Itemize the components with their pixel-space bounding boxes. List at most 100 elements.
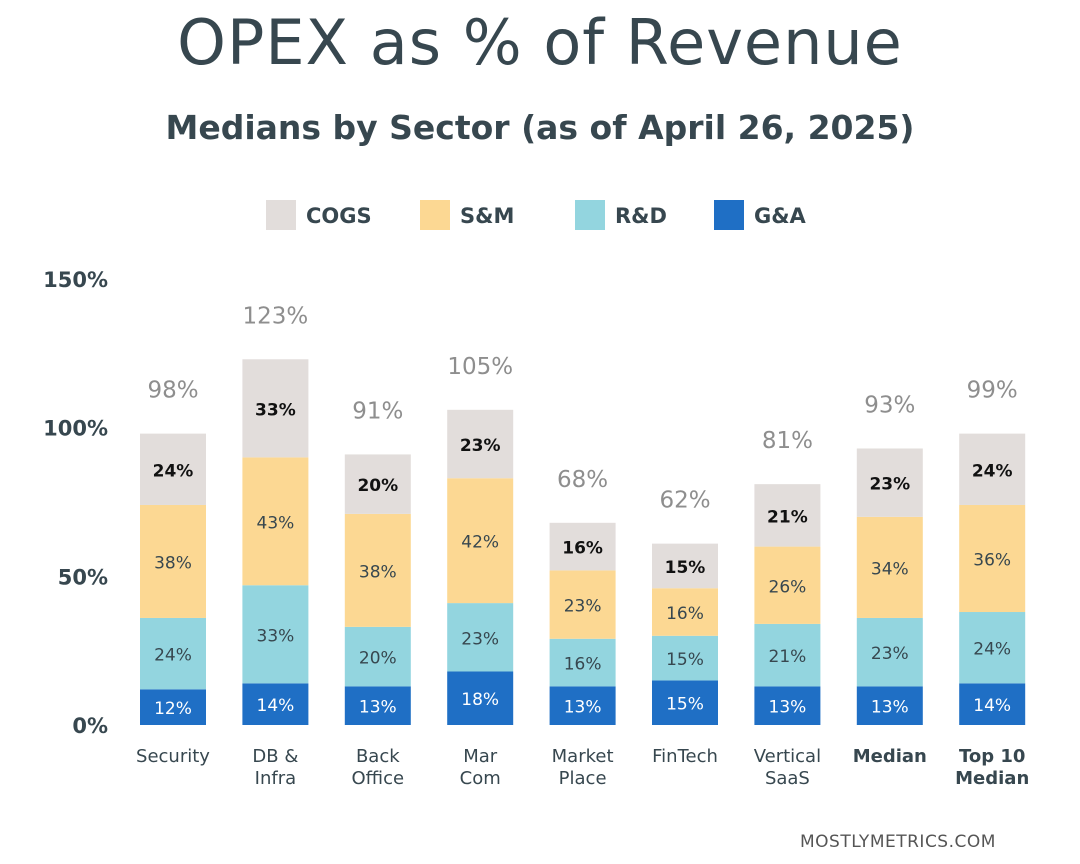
legend-swatch-3 <box>714 200 744 230</box>
bar-segment <box>549 638 616 687</box>
data-label: 34% <box>871 559 909 579</box>
data-label: 23% <box>564 597 602 617</box>
category-label: Median <box>955 768 1029 789</box>
category-label: Market <box>552 746 614 767</box>
y-tick-label: 0% <box>72 714 108 738</box>
bar-segment <box>856 448 923 517</box>
bar-segment <box>242 585 309 684</box>
bar-segment <box>242 457 309 586</box>
data-label: 12% <box>154 699 192 719</box>
total-label: 99% <box>967 378 1018 404</box>
legend-label-3: G&A <box>754 204 807 228</box>
bar-segment <box>344 513 411 627</box>
legend-swatch-1 <box>420 200 450 230</box>
data-label: 24% <box>154 646 192 666</box>
category-label: Back <box>356 746 400 767</box>
category-label: Security <box>136 746 210 767</box>
data-label: 14% <box>973 696 1011 716</box>
bar-segment <box>652 588 718 636</box>
bar-segment <box>754 686 821 725</box>
total-label: 105% <box>447 354 513 380</box>
bar-segment <box>959 612 1026 684</box>
category-label: Vertical <box>754 746 821 767</box>
bar-segment <box>652 680 718 725</box>
data-label: 21% <box>767 507 808 527</box>
bar-segment <box>652 635 718 681</box>
data-label: 13% <box>769 698 807 718</box>
category-label: Mar <box>463 746 498 767</box>
category-label: Place <box>559 768 607 789</box>
total-label: 98% <box>147 378 198 404</box>
data-label: 23% <box>869 475 910 495</box>
data-label: 26% <box>769 577 807 597</box>
bar-segment <box>652 543 718 589</box>
data-label: 15% <box>666 695 704 715</box>
legend-label-1: S&M <box>460 204 514 228</box>
legend-label-2: R&D <box>615 204 667 228</box>
data-label: 13% <box>359 698 397 718</box>
category-label: SaaS <box>765 768 810 789</box>
bar-segment <box>344 454 411 514</box>
y-tick-label: 50% <box>58 565 108 589</box>
bar-segment <box>344 626 411 687</box>
bar-segment <box>856 617 923 687</box>
total-label: 93% <box>864 392 915 418</box>
bar-segment <box>754 484 821 547</box>
data-label: 33% <box>255 400 296 420</box>
bar-segment <box>959 433 1026 505</box>
data-label: 38% <box>154 553 192 573</box>
bar-segment <box>447 409 514 479</box>
data-label: 13% <box>871 698 909 718</box>
bar-segment <box>242 359 309 458</box>
data-label: 23% <box>460 436 501 456</box>
data-label: 24% <box>153 461 194 481</box>
bar-segment <box>549 522 616 571</box>
data-label: 33% <box>257 626 295 646</box>
data-label: 16% <box>666 604 704 624</box>
bar-segment <box>959 504 1026 613</box>
bar-segment <box>140 617 206 690</box>
bar-segment <box>242 683 309 725</box>
data-label: 20% <box>359 649 397 669</box>
data-label: 16% <box>562 539 603 559</box>
chart-title: OPEX as % of Revenue <box>177 6 903 79</box>
bar-segment <box>959 683 1026 725</box>
total-label: 91% <box>352 398 403 424</box>
category-label: Infra <box>255 768 296 789</box>
data-label: 24% <box>972 461 1013 481</box>
category-label: Top 10 <box>959 746 1025 767</box>
bar-segment <box>856 686 923 725</box>
data-label: 21% <box>769 647 807 667</box>
legend-swatch-0 <box>266 200 296 230</box>
data-label: 36% <box>973 550 1011 570</box>
data-label: 23% <box>461 629 499 649</box>
category-label: Median <box>853 746 927 767</box>
category-label: Office <box>352 768 405 789</box>
chart-subtitle: Medians by Sector (as of April 26, 2025) <box>165 108 915 147</box>
y-tick-label: 150% <box>43 268 108 292</box>
data-label: 20% <box>357 476 398 496</box>
data-label: 42% <box>461 533 499 553</box>
bar-segment <box>344 686 411 725</box>
bar-segment <box>549 686 616 725</box>
bar-segment <box>140 689 206 725</box>
bar-segment <box>754 546 821 624</box>
bar-segment <box>549 570 616 639</box>
bar-segment <box>447 478 514 604</box>
data-label: 15% <box>665 558 706 578</box>
watermark: MOSTLYMETRICS.COM <box>800 832 996 852</box>
data-label: 23% <box>871 644 909 664</box>
data-label: 18% <box>461 690 499 710</box>
data-label: 16% <box>564 655 602 675</box>
legend-label-0: COGS <box>306 204 372 228</box>
category-label: DB & <box>252 746 298 767</box>
y-tick-label: 100% <box>43 417 108 441</box>
total-label: 123% <box>243 303 309 329</box>
legend-swatch-2 <box>575 200 605 230</box>
bar-segment <box>447 603 514 672</box>
data-label: 43% <box>257 513 295 533</box>
bar-segment <box>856 516 923 618</box>
category-label: Com <box>460 768 501 789</box>
total-label: 62% <box>659 488 710 514</box>
